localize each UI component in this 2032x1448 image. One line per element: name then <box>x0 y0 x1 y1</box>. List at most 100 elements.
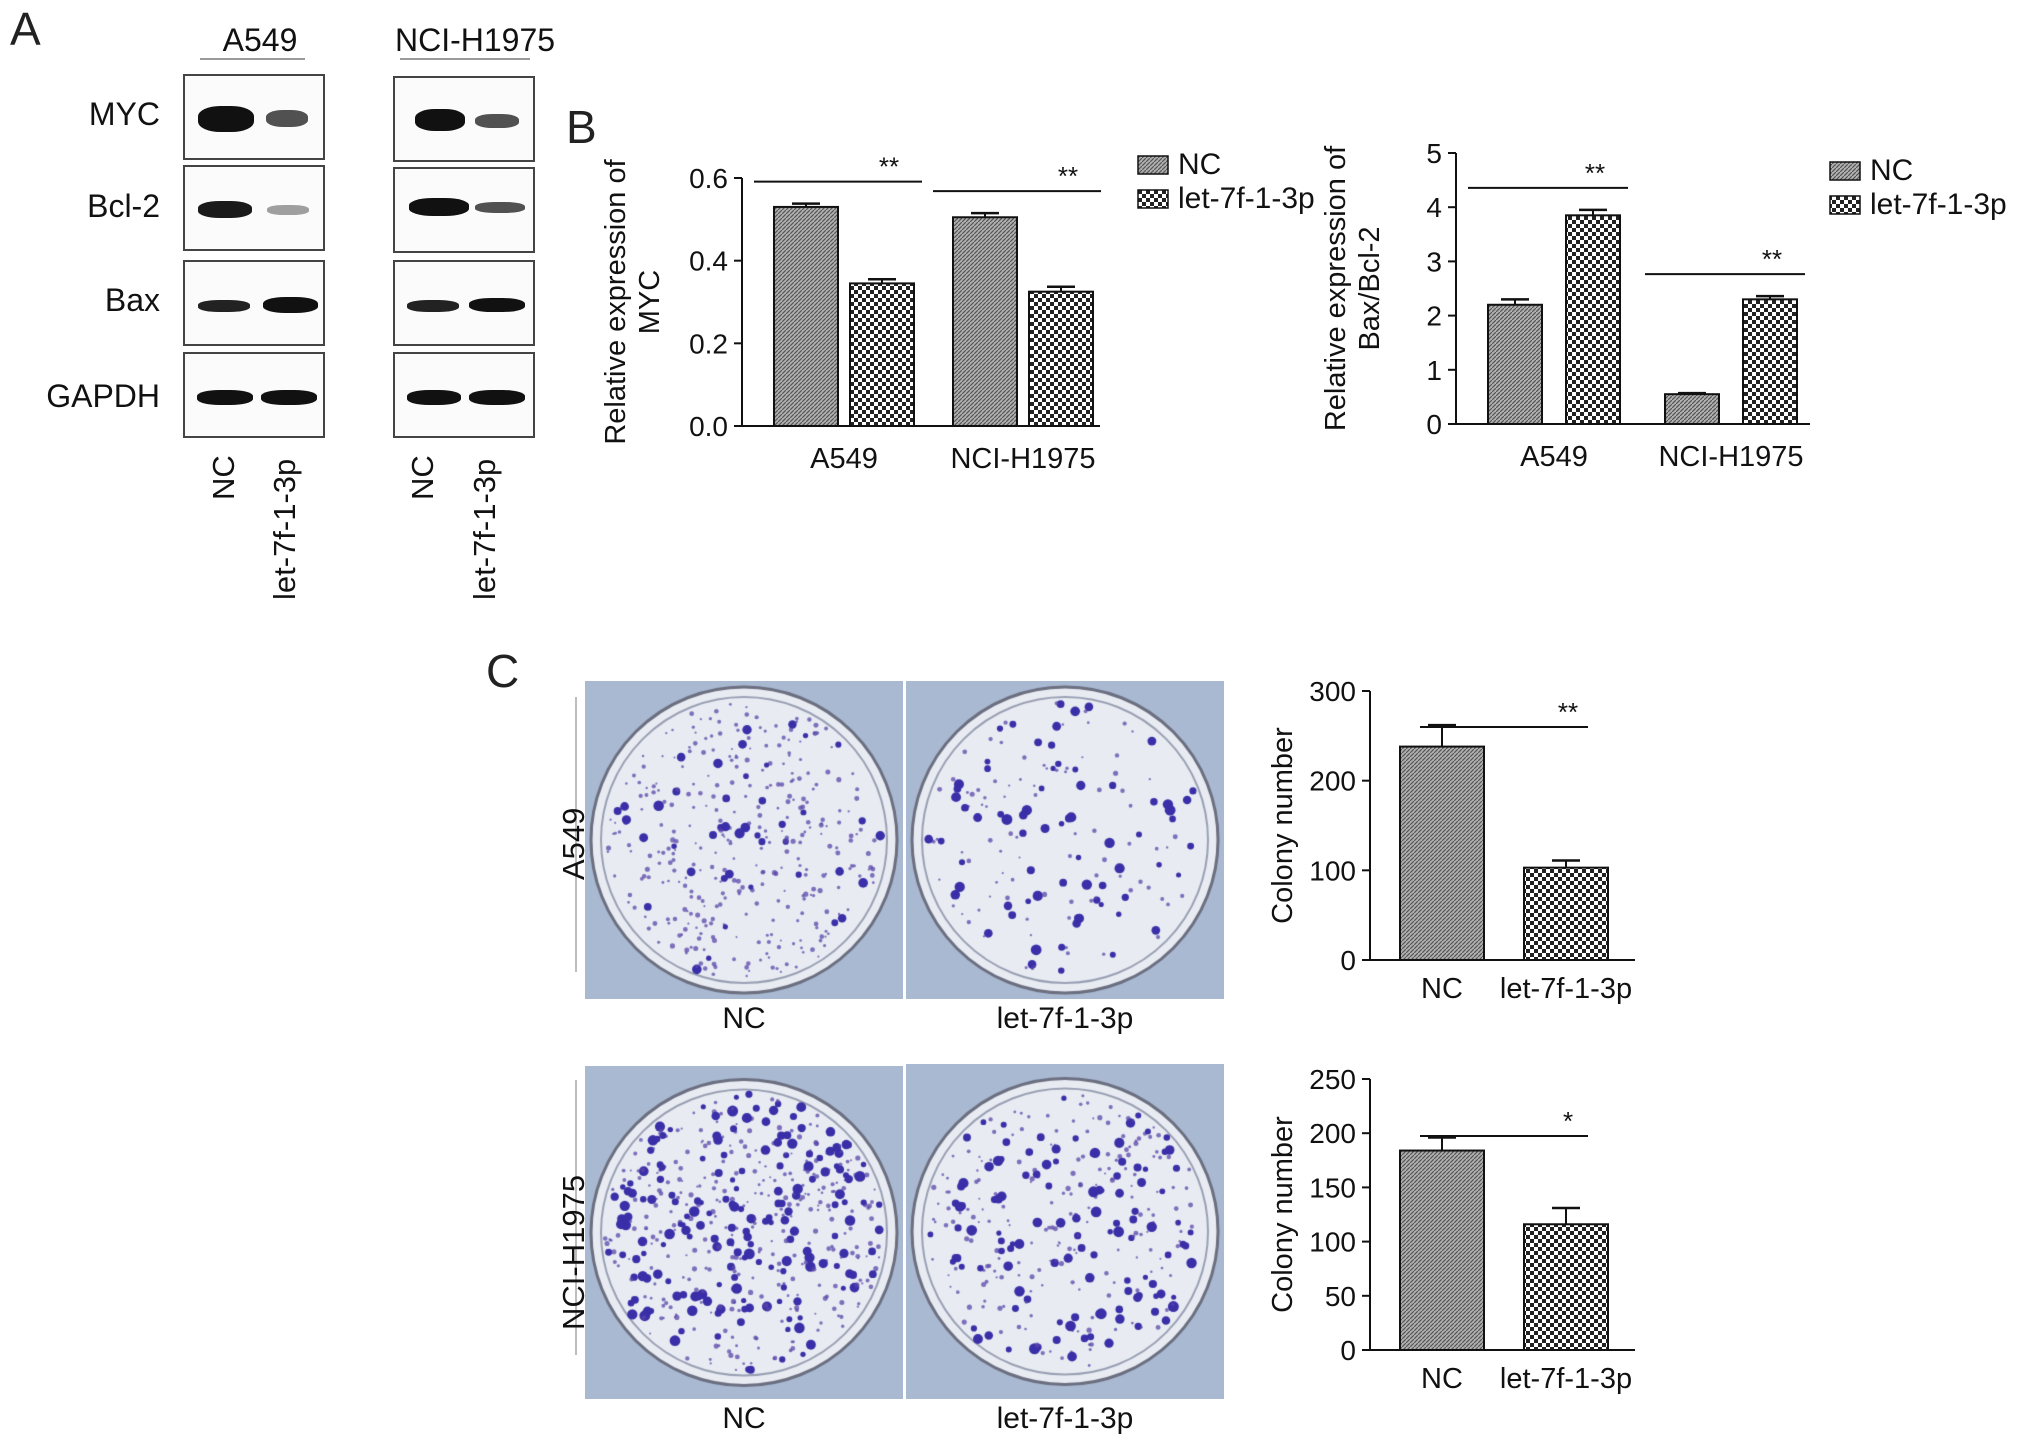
y-tick-label: 3 <box>1426 246 1442 277</box>
band <box>266 110 308 127</box>
lane-label-h1975-nc: NC <box>405 455 440 500</box>
blot-a549-myc <box>183 74 325 160</box>
significance-label: ** <box>1058 161 1078 191</box>
band <box>475 202 525 213</box>
y-tick-label: 0.0 <box>689 411 728 442</box>
bar-nc <box>1487 303 1543 425</box>
significance-label: * <box>1563 1106 1573 1136</box>
legend-label: NC <box>1178 148 1221 181</box>
y-axis-label: Relative expression of <box>600 158 632 444</box>
y-axis-label: Bax/Bcl-2 <box>1354 226 1386 350</box>
chart-colony-h1975: 0 50 100 150 200 250 Colony number NC let-7f-1-3… <box>1267 1064 1635 1395</box>
blot-h1975-myc <box>393 76 535 162</box>
chart-myc-expression: 0.0 0.2 0.4 0.6 Relative expression of MYC A54… <box>600 148 1315 475</box>
blot-title-a549: A549 <box>222 22 298 58</box>
legend-label: let-7f-1-3p <box>1178 182 1315 215</box>
blot-h1975-gapdh <box>393 352 535 438</box>
blot-label-bax: Bax <box>104 282 160 318</box>
colony-plate-a549-let7f <box>906 681 1224 999</box>
panel-b-letter: B <box>566 101 597 153</box>
band <box>415 109 465 131</box>
blot-a549-bax <box>183 260 325 346</box>
y-tick-label: 100 <box>1309 855 1356 886</box>
legend-swatch <box>1829 161 1861 181</box>
y-tick-label: 0.6 <box>689 163 728 194</box>
blot-title-h1975-underline <box>400 58 530 60</box>
row-bracket-h1975 <box>575 1080 577 1355</box>
panel-c-letter: C <box>486 645 520 697</box>
y-tick-label: 250 <box>1309 1064 1356 1095</box>
colony-plate-h1975-nc <box>585 1066 903 1399</box>
plate-label-a549-nc: NC <box>722 1002 766 1035</box>
lane-label-a549-nc: NC <box>206 455 241 500</box>
band <box>407 300 459 312</box>
x-category-label: NCI-H1975 <box>1658 441 1803 473</box>
bar-nc <box>1664 393 1720 426</box>
band <box>469 390 525 405</box>
band <box>198 201 252 218</box>
blot-a549-gapdh <box>183 352 325 438</box>
band <box>198 300 250 312</box>
blot-title-h1975: NCI-H1975 <box>394 22 556 58</box>
chart-bax-bcl2-ratio: 0 1 2 3 4 5 Relative expression of Bax/Bcl-2 A54… <box>1320 138 2007 473</box>
lane-label-h1975-let7f: let-7f-1-3p <box>467 458 502 600</box>
y-axis-label: Colony number <box>1267 1116 1299 1313</box>
significance-label: ** <box>1558 697 1578 727</box>
band <box>267 205 309 215</box>
chart-colony-a549: 0 100 200 300 Colony number NC let-7f-1-3p ** <box>1267 676 1635 1005</box>
band <box>197 390 253 405</box>
colony-plate-a549-nc <box>585 681 903 999</box>
bar-let7f <box>1742 298 1798 425</box>
legend-label: let-7f-1-3p <box>1870 188 2007 221</box>
bar-let7f <box>1523 1223 1609 1351</box>
bar-let7f <box>1523 866 1609 961</box>
lane-label-a549-let7f: let-7f-1-3p <box>267 458 302 600</box>
bar-nc <box>952 216 1018 428</box>
y-axis-label: Colony number <box>1267 727 1299 924</box>
bar-nc <box>1399 1149 1485 1351</box>
x-category-label: NC <box>1421 1363 1463 1395</box>
blot-label-myc: MYC <box>88 96 160 132</box>
y-tick-label: 0 <box>1426 409 1442 440</box>
x-category-label: A549 <box>1520 441 1588 473</box>
band <box>261 390 317 405</box>
y-tick-label: 4 <box>1426 192 1442 223</box>
blot-label-bcl2: Bcl-2 <box>87 188 160 224</box>
blot-label-gapdh: GAPDH <box>46 378 160 414</box>
y-tick-label: 150 <box>1309 1172 1356 1203</box>
y-tick-label: 50 <box>1325 1281 1356 1312</box>
panel-a-letter: A <box>10 3 41 55</box>
band <box>469 298 525 312</box>
blot-title-a549-underline <box>200 58 305 60</box>
x-category-label: NC <box>1421 973 1463 1005</box>
x-category-label: A549 <box>810 443 878 475</box>
row-bracket-a549 <box>575 697 577 972</box>
bar-let7f <box>1565 214 1621 425</box>
bar-let7f <box>849 282 915 427</box>
y-tick-label: 2 <box>1426 301 1442 332</box>
y-tick-label: 300 <box>1309 676 1356 707</box>
y-tick-label: 5 <box>1426 138 1442 169</box>
band <box>475 114 519 128</box>
y-tick-label: 200 <box>1309 1118 1356 1149</box>
legend-swatch <box>1829 195 1861 215</box>
y-tick-label: 0.2 <box>689 328 728 359</box>
band <box>407 390 461 405</box>
band <box>409 198 469 216</box>
bar-nc <box>1399 745 1485 961</box>
y-axis-label: Relative expression of <box>1320 145 1352 431</box>
legend-swatch <box>1137 155 1169 175</box>
y-tick-label: 0 <box>1340 1335 1356 1366</box>
bar-let7f <box>1028 290 1094 427</box>
y-tick-label: 100 <box>1309 1227 1356 1258</box>
y-axis-label: MYC <box>634 270 666 334</box>
significance-label: ** <box>879 152 899 182</box>
y-tick-label: 0.4 <box>689 246 728 277</box>
blot-h1975-bax <box>393 260 535 346</box>
band <box>198 106 254 132</box>
legend-label: NC <box>1870 154 1913 187</box>
bar-nc <box>773 205 839 427</box>
y-tick-label: 200 <box>1309 766 1356 797</box>
blot-a549-bcl2 <box>183 165 325 251</box>
